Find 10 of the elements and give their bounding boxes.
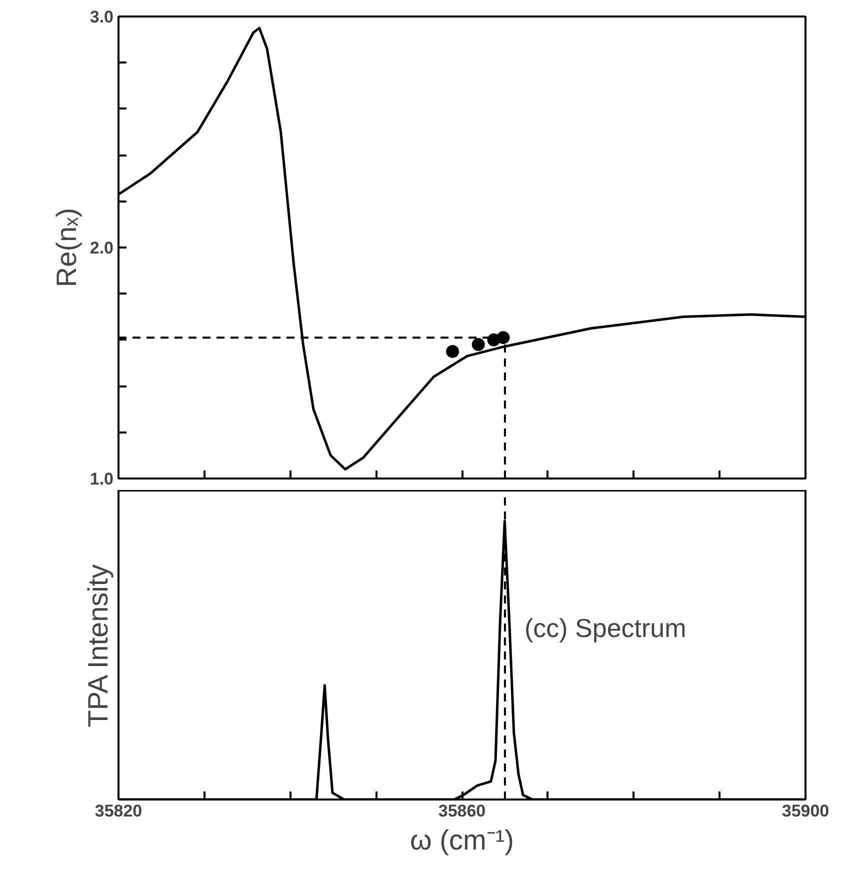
annotation: (cc) Spectrum: [524, 612, 686, 643]
x-tick-label: 35860: [438, 802, 486, 820]
x-tick-label: 35900: [782, 802, 830, 820]
y-tick-label: 1.0: [90, 470, 114, 488]
x-tick-label: 35820: [94, 802, 142, 820]
y-axis-title: Re(nₓ): [50, 208, 82, 288]
y-tick-label: 3.0: [90, 8, 114, 26]
y-tick-label: 2.0: [90, 238, 114, 258]
y-axis-title: TPA Intensity: [82, 564, 114, 728]
x-axis-title: ω (cm⁻¹): [410, 824, 514, 856]
